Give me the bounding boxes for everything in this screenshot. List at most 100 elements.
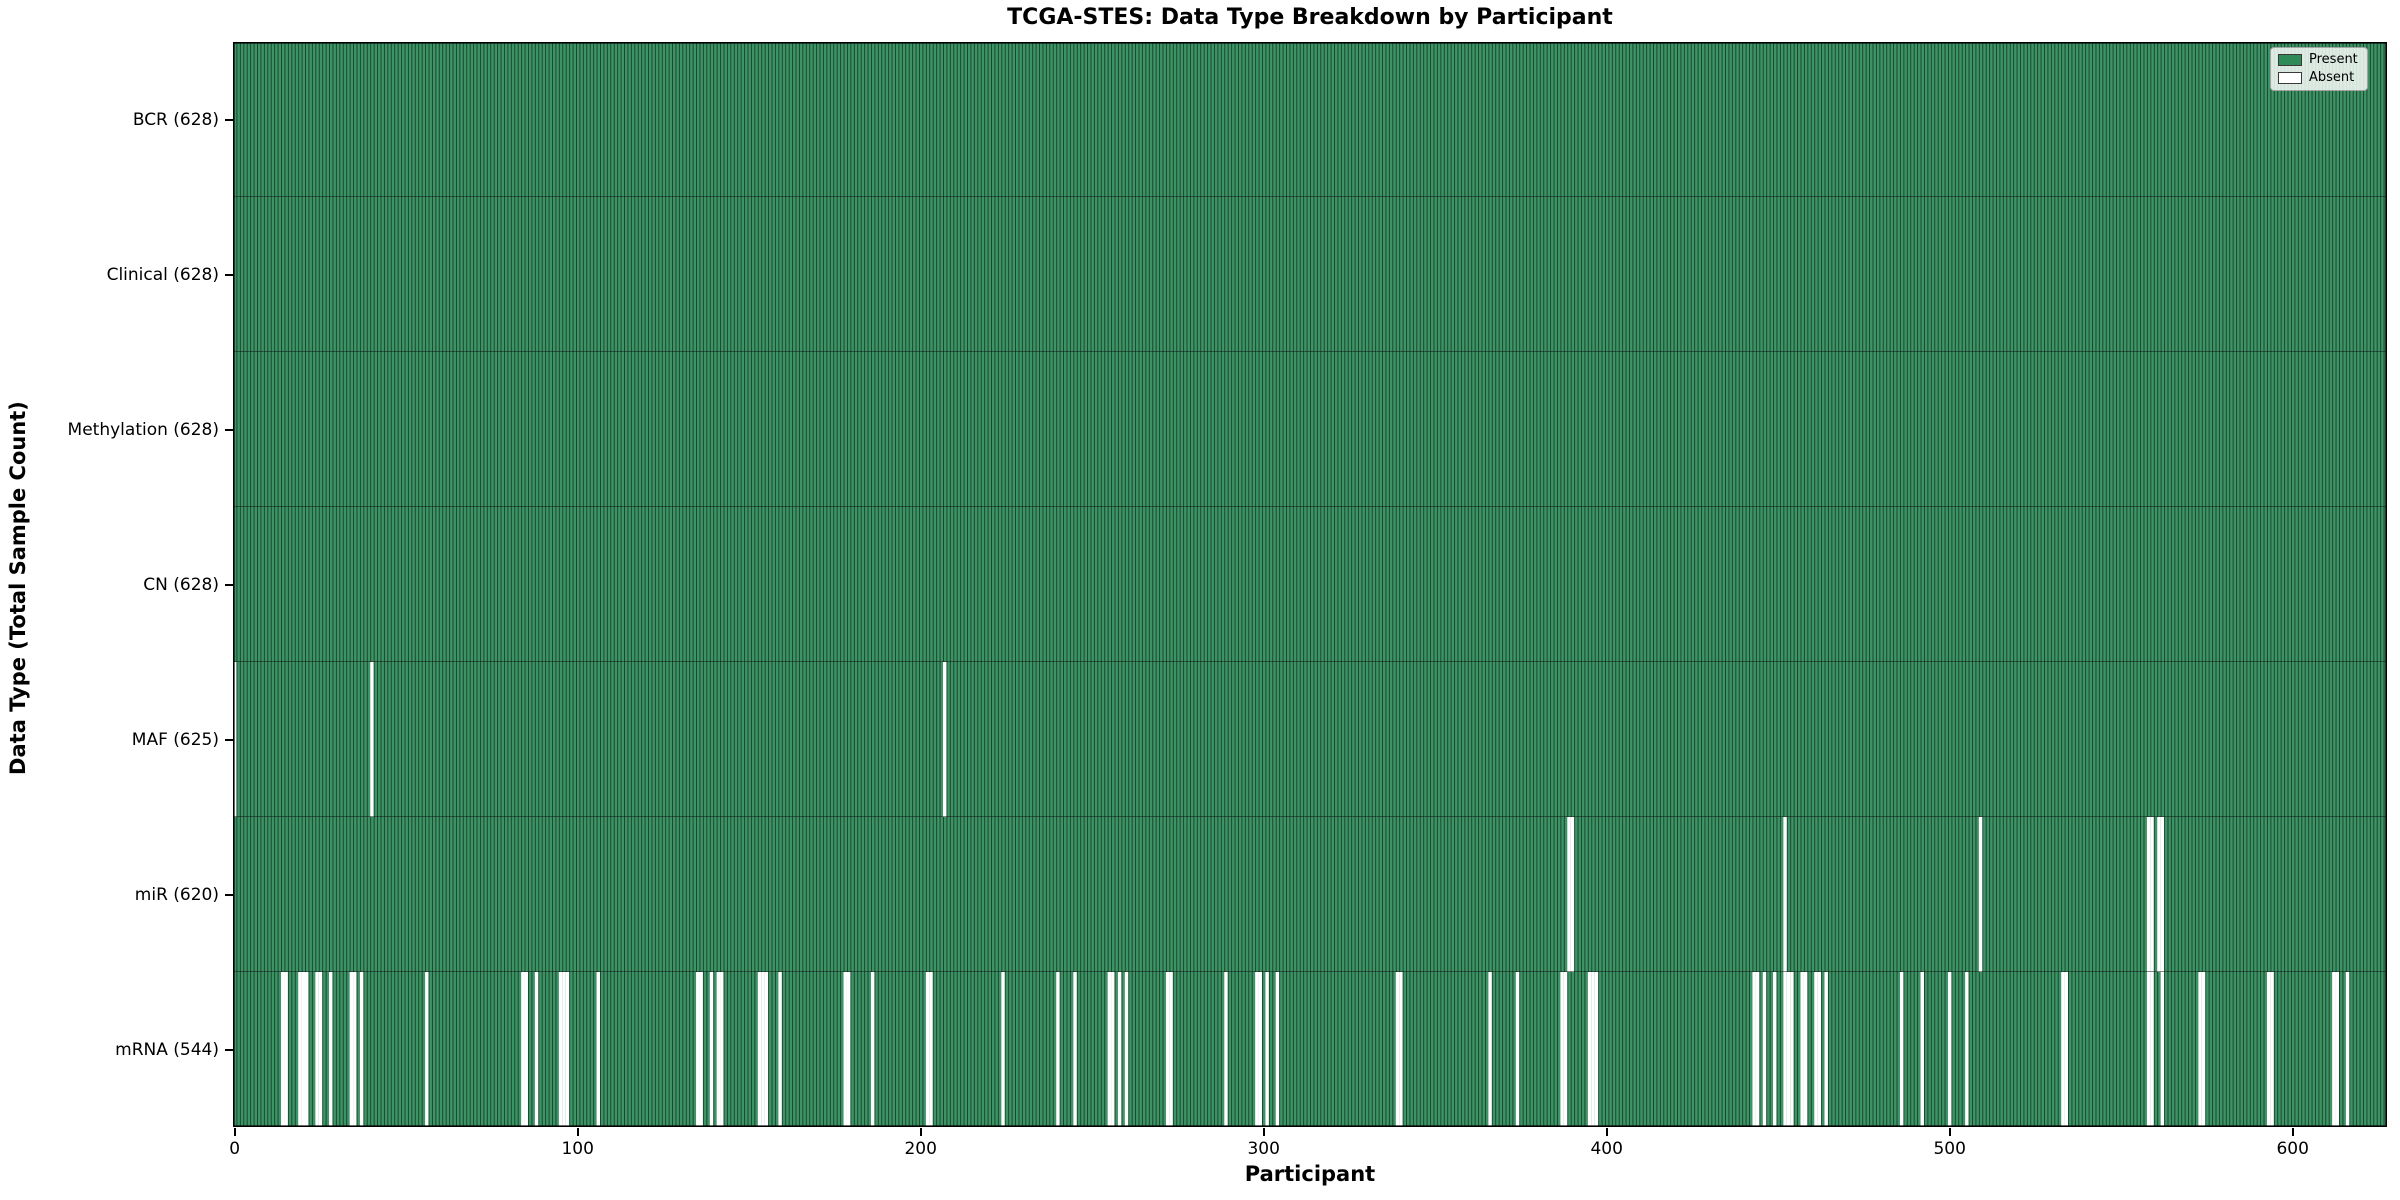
absent-gap	[843, 972, 847, 1127]
absent-gap	[1773, 972, 1777, 1127]
present-swatch	[2278, 54, 2302, 66]
absent-gap	[2157, 817, 2161, 972]
absent-gap	[1752, 972, 1756, 1127]
xtick-500: 500	[1933, 1139, 1966, 1159]
row-cn-present-bars	[233, 507, 2387, 662]
absent-gap	[1591, 972, 1595, 1127]
row-maf	[233, 662, 2387, 818]
absent-gap	[2146, 972, 2151, 1127]
absent-gap	[761, 972, 765, 1127]
absent-gap	[1165, 972, 1170, 1127]
absent-gap	[1965, 972, 1969, 1127]
row-clinical-present-bars	[233, 197, 2387, 352]
absent-gap	[1515, 972, 1520, 1127]
legend-label-present: Present	[2309, 52, 2358, 67]
absent-gap	[1111, 972, 1115, 1127]
absent-gap	[1803, 972, 1808, 1127]
absent-gap	[2160, 817, 2165, 972]
absent-gap	[1395, 972, 1400, 1127]
absent-gap	[1790, 972, 1794, 1127]
absent-gap	[318, 972, 323, 1127]
absent-gap	[846, 972, 851, 1127]
absent-gap	[2150, 972, 2154, 1127]
ytick-mark	[225, 118, 233, 121]
absent-gap	[1587, 972, 1592, 1127]
absent-gap	[284, 972, 288, 1127]
row-mrna-present-bars	[233, 972, 2387, 1127]
absent-gap	[1783, 972, 1787, 1127]
absent-gap	[2345, 972, 2350, 1127]
absent-gap	[2332, 972, 2336, 1127]
absent-gap	[425, 972, 429, 1127]
xtick-300: 300	[1247, 1139, 1280, 1159]
absent-gap	[2160, 972, 2165, 1127]
absent-gap	[301, 972, 306, 1127]
absent-gap	[2146, 817, 2151, 972]
absent-gap	[524, 972, 528, 1127]
absent-gap	[1073, 972, 1077, 1127]
absent-gap	[1570, 817, 1575, 972]
absent-gap	[534, 972, 539, 1127]
row-mrna	[233, 972, 2387, 1127]
absent-gap	[353, 972, 357, 1127]
absent-gap	[1824, 972, 1828, 1127]
absent-gap	[1978, 817, 1983, 972]
absent-gap	[1814, 972, 1818, 1127]
absent-gap	[1117, 972, 1122, 1127]
ytick-mark	[225, 738, 233, 741]
absent-gap	[2266, 972, 2271, 1127]
absent-gap	[1560, 972, 1564, 1127]
absent-gap	[1800, 972, 1804, 1127]
absent-gap	[1107, 972, 1112, 1127]
row-clinical	[233, 197, 2387, 353]
ytick-mark	[225, 1048, 233, 1051]
xtick-0: 0	[229, 1139, 241, 1159]
xtick-mark	[919, 1128, 922, 1136]
row-cn	[233, 507, 2387, 663]
ytick-clinical: Clinical (628)	[106, 264, 219, 285]
absent-gap	[709, 972, 714, 1127]
absent-gap	[757, 972, 762, 1127]
xtick-400: 400	[1590, 1139, 1623, 1159]
xtick-mark	[576, 1128, 579, 1136]
absent-gap	[2064, 972, 2069, 1127]
plot-border	[233, 42, 2387, 1127]
absent-gap	[1947, 972, 1952, 1127]
ytick-mark	[225, 428, 233, 431]
legend-item-absent: Absent	[2278, 71, 2360, 85]
legend: Present Absent	[2270, 47, 2368, 91]
absent-gap	[1224, 972, 1228, 1127]
row-bcr-present-bars	[233, 42, 2387, 197]
absent-gap	[696, 972, 700, 1127]
absent-gap	[596, 972, 601, 1127]
ytick-mark	[225, 893, 233, 896]
ytick-mir: miR (620)	[134, 884, 219, 905]
ytick-mark	[225, 273, 233, 276]
absent-gap	[1786, 972, 1791, 1127]
absent-gap	[1899, 972, 1904, 1127]
absent-gap	[1124, 972, 1129, 1127]
absent-gap	[2198, 972, 2202, 1127]
absent-gap	[1783, 817, 1787, 972]
xtick-mark	[233, 1128, 236, 1136]
absent-gap	[870, 972, 875, 1127]
absent-gap	[942, 662, 947, 817]
row-methylation	[233, 352, 2387, 508]
absent-gap	[359, 972, 364, 1127]
absent-gap	[929, 972, 933, 1127]
absent-gap	[2150, 817, 2154, 972]
absent-gap	[1762, 972, 1767, 1127]
absent-gap	[1817, 972, 1822, 1127]
absent-gap	[1399, 972, 1403, 1127]
ytick-methylation: Methylation (628)	[67, 419, 219, 440]
xtick-mark	[2291, 1128, 2294, 1136]
absent-gap	[1594, 972, 1599, 1127]
absent-gap	[521, 972, 525, 1127]
absent-gap	[778, 972, 782, 1127]
absent-gap	[1258, 972, 1262, 1127]
absent-gap	[1255, 972, 1259, 1127]
xtick-200: 200	[904, 1139, 937, 1159]
chart-title: TCGA-STES: Data Type Breakdown by Partic…	[1007, 5, 1613, 30]
absent-gap	[1920, 972, 1924, 1127]
